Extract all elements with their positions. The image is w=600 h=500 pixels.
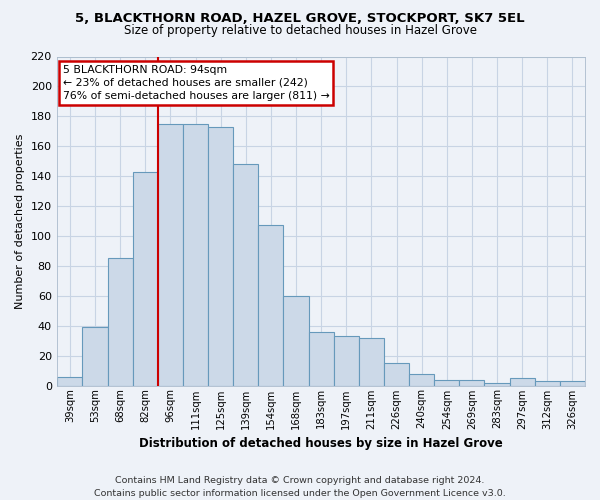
Bar <box>259 226 283 386</box>
Bar <box>133 172 158 386</box>
Bar <box>82 327 107 386</box>
Bar <box>359 338 384 386</box>
Bar <box>560 381 585 386</box>
Bar <box>283 296 308 386</box>
Bar <box>384 363 409 386</box>
Bar <box>334 336 359 386</box>
Bar <box>233 164 259 386</box>
Bar <box>183 124 208 386</box>
Bar <box>535 381 560 386</box>
Y-axis label: Number of detached properties: Number of detached properties <box>15 134 25 308</box>
Bar <box>509 378 535 386</box>
Text: 5, BLACKTHORN ROAD, HAZEL GROVE, STOCKPORT, SK7 5EL: 5, BLACKTHORN ROAD, HAZEL GROVE, STOCKPO… <box>75 12 525 26</box>
Bar <box>58 376 82 386</box>
Bar <box>460 380 484 386</box>
Bar <box>409 374 434 386</box>
Bar <box>158 124 183 386</box>
Text: Contains HM Land Registry data © Crown copyright and database right 2024.
Contai: Contains HM Land Registry data © Crown c… <box>94 476 506 498</box>
Bar <box>208 127 233 386</box>
Bar <box>308 332 334 386</box>
Bar <box>434 380 460 386</box>
Bar <box>107 258 133 386</box>
Bar <box>484 382 509 386</box>
X-axis label: Distribution of detached houses by size in Hazel Grove: Distribution of detached houses by size … <box>139 437 503 450</box>
Text: 5 BLACKTHORN ROAD: 94sqm
← 23% of detached houses are smaller (242)
76% of semi-: 5 BLACKTHORN ROAD: 94sqm ← 23% of detach… <box>62 64 329 101</box>
Text: Size of property relative to detached houses in Hazel Grove: Size of property relative to detached ho… <box>124 24 476 37</box>
